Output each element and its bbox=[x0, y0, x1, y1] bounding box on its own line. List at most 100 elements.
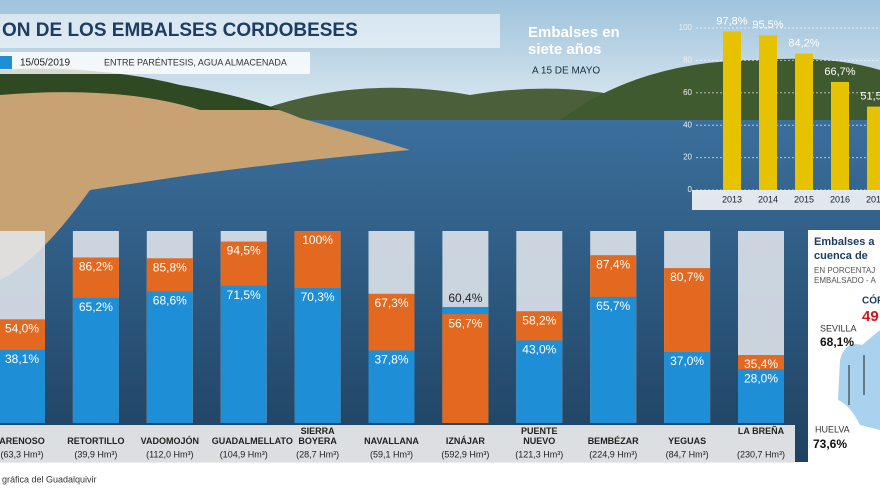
place-value: 73,6% bbox=[813, 437, 847, 451]
value-label: 100% bbox=[302, 233, 333, 247]
capacity-label: (28,7 Hm³) bbox=[296, 449, 339, 459]
x-tick-label: 2016 bbox=[830, 194, 850, 204]
bar bbox=[590, 296, 637, 423]
footer bbox=[0, 462, 880, 495]
capacity-label: (121,3 Hm³) bbox=[515, 449, 563, 459]
value-label: 43,0% bbox=[522, 343, 556, 357]
bar bbox=[738, 369, 784, 423]
capacity-label: (84,7 Hm³) bbox=[666, 449, 709, 459]
inset-title: Embalses en siete años bbox=[528, 24, 620, 58]
value-label: 37,8% bbox=[374, 353, 408, 367]
inset-subtitle: A 15 DE MAYO bbox=[532, 66, 600, 77]
note: ENTRE PARÉNTESIS, AGUA ALMACENADA bbox=[104, 57, 287, 67]
capacity-label: (104,9 Hm³) bbox=[220, 449, 268, 459]
value-label: 84,2% bbox=[788, 38, 819, 50]
value-label: 85,8% bbox=[153, 260, 187, 274]
value-label: 70,3% bbox=[301, 290, 335, 304]
bar bbox=[831, 81, 849, 190]
value-label: 38,1% bbox=[5, 352, 39, 366]
shore bbox=[0, 67, 410, 280]
capacity-label: (63,3 Hm³) bbox=[0, 449, 43, 459]
side-subtitle: EN PORCENTAJ bbox=[814, 266, 875, 275]
x-tick-label: 2017 bbox=[866, 194, 880, 204]
bar bbox=[294, 288, 341, 423]
capacity-label: (224,9 Hm³) bbox=[589, 449, 637, 459]
place-name: SEVILLA bbox=[820, 323, 857, 333]
bar bbox=[795, 53, 813, 190]
source: gráfica del Guadalquivir bbox=[2, 474, 97, 484]
legend-label: 15/05/2019 bbox=[20, 58, 70, 69]
y-tick-label: 0 bbox=[688, 185, 693, 194]
value-label: 54,0% bbox=[5, 321, 39, 335]
trees bbox=[0, 69, 280, 110]
y-tick-label: 40 bbox=[683, 120, 692, 129]
capacity-label: (230,7 Hm³) bbox=[737, 449, 785, 459]
category-label: PUENTE NUEVO bbox=[521, 426, 558, 446]
category-label: BEMBÉZAR bbox=[587, 436, 639, 446]
category-label: YEGUAS bbox=[668, 436, 707, 446]
category-label: ARENOSO bbox=[0, 436, 45, 446]
category-label: NAVALLANA bbox=[364, 436, 419, 446]
bar bbox=[368, 350, 415, 423]
bar bbox=[516, 340, 563, 423]
value-label: 28,0% bbox=[744, 371, 778, 385]
bar bbox=[759, 35, 777, 190]
value-label: 80,7% bbox=[670, 270, 704, 284]
bar bbox=[723, 31, 741, 191]
category-label: GUADALMELLATO bbox=[211, 436, 293, 446]
y-tick-label: 100 bbox=[679, 23, 693, 32]
side-title: Embalses a bbox=[814, 236, 875, 248]
y-tick-label: 20 bbox=[683, 153, 692, 162]
value-label: 86,2% bbox=[79, 260, 113, 274]
highlight-value: 49 bbox=[862, 308, 879, 325]
value-label: 87,4% bbox=[596, 257, 630, 271]
value-label: 58,2% bbox=[522, 313, 556, 327]
value-label: 35,4% bbox=[744, 357, 778, 371]
bar bbox=[72, 297, 119, 423]
value-label: 71,5% bbox=[227, 288, 261, 302]
value-label: 51,5% bbox=[860, 90, 880, 102]
inset-axis-band bbox=[692, 190, 880, 210]
x-tick-label: 2013 bbox=[722, 194, 742, 204]
side-title: cuenca de bbox=[814, 250, 868, 262]
category-label: RETORTILLO bbox=[67, 436, 125, 446]
y-tick-label: 80 bbox=[683, 56, 692, 65]
category-label: VADOMOJÓN bbox=[140, 436, 199, 446]
category-label: IZNÁJAR bbox=[445, 436, 485, 446]
value-label: 56,7% bbox=[448, 316, 482, 330]
place-value: 68,1% bbox=[820, 335, 854, 349]
value-label: 66,7% bbox=[824, 66, 855, 78]
value-label: 60,4% bbox=[448, 291, 482, 305]
value-label: 65,2% bbox=[79, 300, 113, 314]
value-label: 67,3% bbox=[374, 296, 408, 310]
legend-swatch bbox=[0, 56, 12, 69]
legend-band bbox=[0, 52, 310, 74]
place-name: HUELVA bbox=[815, 424, 850, 434]
bar bbox=[664, 351, 711, 423]
value-label: 94,5% bbox=[227, 244, 261, 258]
title-band bbox=[0, 14, 500, 48]
category-label: SIERRA BOYERA bbox=[298, 426, 337, 446]
capacity-label: (592,9 Hm³) bbox=[441, 449, 489, 459]
highlight-name: CÓR bbox=[862, 294, 880, 307]
label-strip bbox=[0, 425, 795, 463]
bar bbox=[0, 349, 45, 423]
bar bbox=[867, 106, 880, 190]
x-tick-label: 2015 bbox=[794, 194, 814, 204]
category-label: LA BREÑA bbox=[737, 426, 785, 436]
capacity-label: (59,1 Hm³) bbox=[370, 449, 413, 459]
y-tick-label: 60 bbox=[683, 88, 692, 97]
bar bbox=[442, 314, 489, 423]
side-subtitle: EMBALSADO - A bbox=[814, 276, 876, 285]
value-label: 65,7% bbox=[596, 299, 630, 313]
capacity-label: (112,0 Hm³) bbox=[146, 449, 193, 459]
capacity-label: (39,9 Hm³) bbox=[74, 449, 117, 459]
title: ON DE LOS EMBALSES CORDOBESES bbox=[2, 20, 358, 41]
bar bbox=[220, 285, 267, 423]
x-tick-label: 2014 bbox=[758, 194, 778, 204]
value-label: 97,8% bbox=[716, 15, 747, 27]
value-label: 95,5% bbox=[752, 19, 783, 31]
value-label: 37,0% bbox=[670, 354, 704, 368]
